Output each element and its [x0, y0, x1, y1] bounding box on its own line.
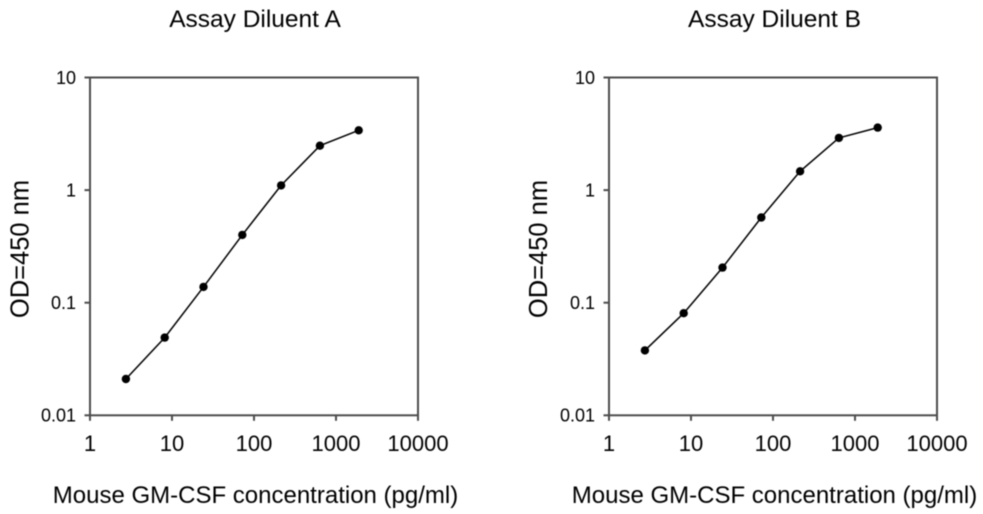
svg-text:Mouse GM-CSF concentration (pg: Mouse GM-CSF concentration (pg/ml) — [572, 482, 977, 509]
svg-text:10000: 10000 — [387, 431, 448, 456]
svg-text:1: 1 — [84, 431, 96, 456]
svg-text:0.01: 0.01 — [560, 406, 595, 426]
svg-text:100: 100 — [755, 431, 792, 456]
svg-text:0.01: 0.01 — [41, 406, 76, 426]
svg-text:1: 1 — [66, 180, 76, 200]
svg-text:1000: 1000 — [312, 431, 361, 456]
svg-text:100: 100 — [236, 431, 273, 456]
svg-text:OD=450 nm: OD=450 nm — [7, 180, 35, 318]
svg-text:Assay Diluent B: Assay Diluent B — [688, 6, 861, 33]
svg-text:10: 10 — [679, 431, 703, 456]
svg-text:10: 10 — [160, 431, 184, 456]
svg-text:1: 1 — [603, 431, 615, 456]
svg-text:OD=450 nm: OD=450 nm — [525, 180, 553, 318]
svg-text:Assay Diluent A: Assay Diluent A — [169, 6, 341, 33]
svg-text:10: 10 — [575, 68, 595, 88]
svg-text:1000: 1000 — [831, 431, 880, 456]
svg-text:10000: 10000 — [906, 431, 967, 456]
svg-text:Mouse GM-CSF concentration (pg: Mouse GM-CSF concentration (pg/ml) — [53, 482, 458, 509]
svg-text:1: 1 — [585, 180, 595, 200]
svg-text:0.1: 0.1 — [570, 293, 595, 313]
svg-text:0.1: 0.1 — [51, 293, 76, 313]
svg-text:10: 10 — [56, 68, 76, 88]
